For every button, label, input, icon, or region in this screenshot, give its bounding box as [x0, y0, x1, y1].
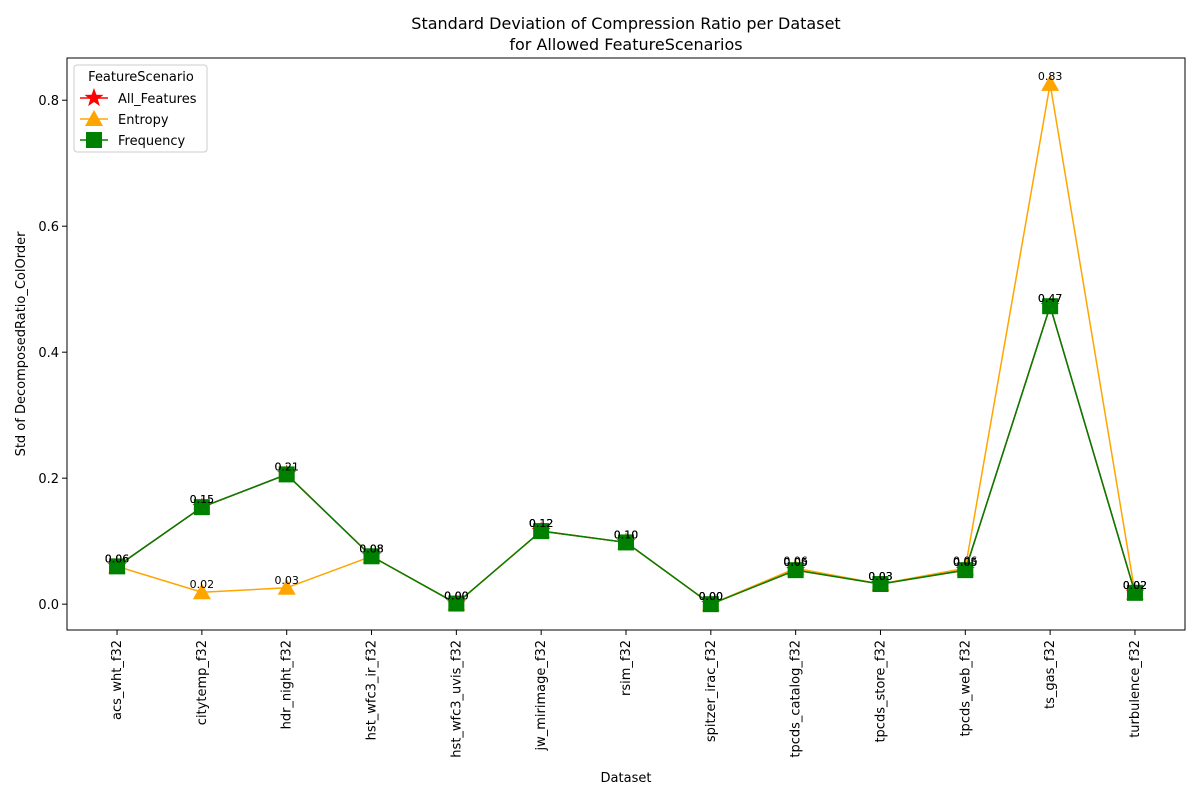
data-label: 0.02	[1123, 579, 1148, 592]
x-tick-label: tpcds_web_f32	[958, 640, 973, 737]
data-label: 0.15	[190, 493, 215, 506]
marker	[448, 595, 465, 612]
data-label: 0.10	[614, 528, 639, 541]
marker	[1041, 74, 1060, 91]
chart-title: Standard Deviation of Compression Ratio …	[411, 14, 840, 33]
y-axis-label: Std of DecomposedRatio_ColOrder	[14, 231, 29, 457]
data-label: 0.05	[783, 556, 808, 569]
data-label: 0.06	[783, 554, 808, 567]
data-label: 0.21	[274, 460, 299, 473]
data-label: 0.47	[1038, 292, 1063, 305]
x-tick-label: spitzer_irac_f32	[704, 640, 719, 742]
data-label: 0.03	[868, 570, 893, 583]
marker	[277, 578, 296, 595]
y-tick-label: 0.6	[38, 220, 59, 235]
marker	[109, 558, 126, 575]
data-label: 0.00	[699, 590, 724, 603]
data-label: 0.00	[699, 590, 724, 603]
y-tick-label: 0.0	[38, 598, 59, 613]
plot-frame	[66, 57, 1186, 631]
data-label: 0.21	[274, 460, 299, 473]
marker	[86, 132, 102, 148]
data-label: 0.05	[953, 556, 978, 569]
data-label: 0.06	[105, 552, 130, 565]
x-tick-label: jw_mirimage_f32	[534, 640, 549, 751]
marker	[85, 110, 103, 126]
x-tick-label: tpcds_catalog_f32	[789, 640, 804, 758]
legend: FeatureScenario All_Features Entropy Freque…	[73, 64, 208, 153]
y-tick-label: 0.8	[38, 94, 59, 109]
data-label: 0.03	[868, 570, 893, 583]
data-label: 0.15	[190, 493, 215, 506]
x-tick-label: citytemp_f32	[195, 640, 210, 725]
marker	[618, 534, 634, 551]
x-tick-label: turbulence_f32	[1128, 640, 1143, 738]
marker	[702, 596, 719, 613]
marker	[278, 466, 295, 483]
data-label: 0.06	[953, 554, 978, 567]
marker	[363, 548, 380, 565]
legend-label: All_Features	[118, 92, 197, 107]
data-label: 0.02	[1123, 579, 1148, 592]
data-label: 0.00	[444, 590, 469, 603]
marker	[533, 523, 550, 540]
marker	[1126, 584, 1143, 601]
x-tick-label: hdr_night_f32	[280, 640, 295, 729]
data-label: 0.00	[699, 590, 724, 603]
data-label: 0.08	[359, 542, 384, 555]
x-tick-label: acs_wht_f32	[110, 640, 125, 720]
data-label: 0.12	[529, 517, 554, 530]
legend-box	[73, 64, 208, 153]
legend-label: Entropy	[118, 113, 169, 128]
legend-label: Frequency	[118, 134, 185, 149]
data-label: 0.08	[359, 542, 384, 555]
marker	[84, 88, 104, 107]
marker	[787, 562, 804, 579]
legend-title: FeatureScenario	[88, 70, 194, 85]
marker	[192, 583, 211, 600]
data-label: 0.03	[868, 570, 893, 583]
data-label: 0.02	[1123, 579, 1148, 592]
data-label: 0.47	[1038, 292, 1063, 305]
data-label: 0.00	[444, 590, 469, 603]
data-label: 0.00	[444, 590, 469, 603]
marker	[193, 499, 210, 516]
data-label: 0.10	[614, 528, 639, 541]
marker	[957, 562, 974, 579]
data-label: 0.02	[190, 578, 215, 591]
x-tick-label: hst_wfc3_ir_f32	[365, 640, 380, 740]
y-tick-label: 0.2	[38, 472, 59, 487]
x-tick-label: ts_gas_f32	[1043, 640, 1058, 709]
chart-subtitle: for Allowed FeatureScenarios	[509, 35, 742, 54]
data-label: 0.12	[529, 517, 554, 530]
data-label: 0.05	[783, 556, 808, 569]
x-tick-label: hst_wfc3_uvis_f32	[449, 640, 464, 758]
marker	[872, 576, 889, 593]
x-axis-label: Dataset	[601, 771, 652, 786]
data-label: 0.08	[359, 542, 384, 555]
x-tick-label: rsim_f32	[619, 640, 634, 696]
marker	[1042, 298, 1059, 315]
data-label: 0.05	[953, 556, 978, 569]
data-label: 0.06	[105, 552, 130, 565]
data-label: 0.12	[529, 517, 554, 530]
data-label: 0.06	[105, 552, 130, 565]
data-label: 0.03	[274, 574, 299, 587]
data-label: 0.83	[1038, 70, 1063, 83]
y-tick-label: 0.4	[38, 346, 59, 361]
data-label: 0.10	[614, 528, 639, 541]
x-tick-label: tpcds_store_f32	[873, 640, 888, 743]
